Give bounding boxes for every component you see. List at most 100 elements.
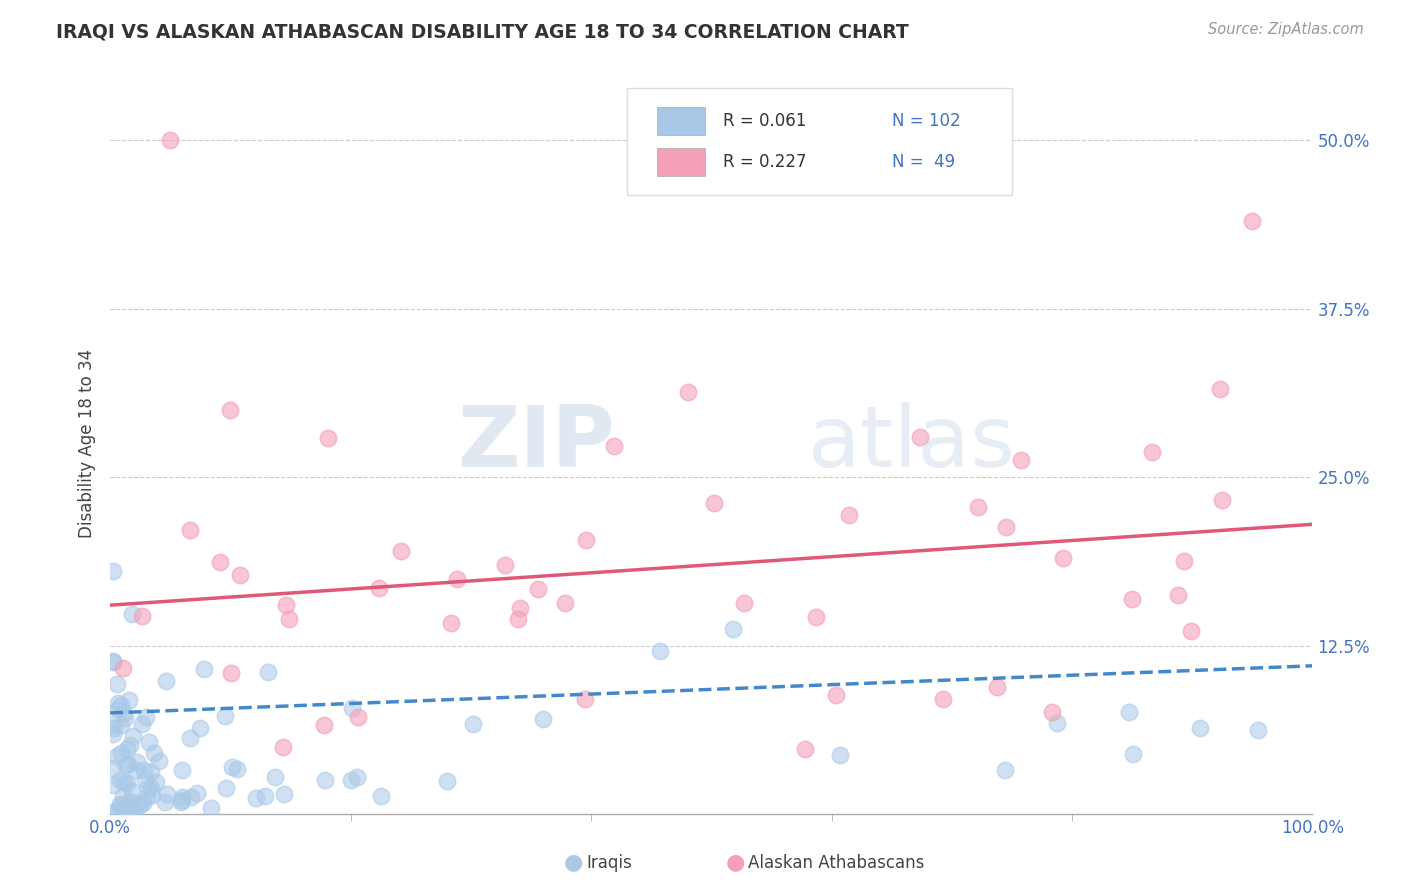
Point [135,709,157,723]
Point [172,793,194,807]
Point [141,788,163,802]
Point [122,804,145,818]
Point [138,781,160,796]
Point [139,780,162,795]
Point [139,765,162,780]
Point [115,803,138,817]
Point [134,772,156,787]
Point [1180,624,1202,639]
Text: N =  49: N = 49 [891,153,955,171]
Point [180,789,202,804]
Point [908,430,931,444]
Point [733,596,755,610]
Point [221,760,243,774]
Point [120,794,142,808]
Point [368,581,391,595]
Point [602,439,624,453]
Bar [657,107,706,136]
Point [215,781,238,796]
Point [117,804,139,818]
Point [107,696,129,710]
Point [105,748,128,763]
Point [245,791,267,805]
Point [118,799,141,814]
Point [110,799,132,814]
Point [127,796,149,810]
Point [995,519,1018,533]
Point [127,755,149,769]
Text: ●: ● [725,853,745,872]
Text: Alaskan Athabascans: Alaskan Athabascans [748,855,924,872]
Point [101,777,124,791]
Point [347,709,370,723]
Point [101,565,124,579]
Point [179,731,201,746]
Point [226,762,249,776]
Point [446,572,468,586]
Point [314,772,336,787]
Point [219,402,242,417]
Point [112,804,135,818]
Point [794,742,817,756]
Point [129,797,152,812]
Point [118,802,141,816]
Point [1010,453,1032,467]
Point [200,801,222,815]
Point [131,716,153,731]
Point [1046,715,1069,730]
Point [804,609,827,624]
Point [436,774,458,789]
Text: ●: ● [564,853,583,872]
Point [121,784,143,798]
Point [148,755,170,769]
Point [676,384,699,399]
Point [277,611,299,625]
Point [986,680,1008,694]
Point [103,721,125,735]
Point [1118,705,1140,719]
Point [101,654,124,668]
Point [156,787,179,801]
Point [703,496,725,510]
Point [112,661,135,675]
Point [575,533,598,548]
Point [271,739,294,754]
Point [110,717,132,731]
Point [115,758,138,772]
Point [1040,705,1063,719]
Point [143,746,166,760]
Point [101,716,124,731]
Point [145,775,167,789]
Point [257,665,280,679]
Text: R = 0.061: R = 0.061 [723,112,807,130]
Point [132,796,155,810]
Point [136,790,159,805]
Point [193,662,215,676]
Point [170,795,193,809]
Point [186,786,208,800]
Point [125,763,148,777]
Y-axis label: Disability Age 18 to 34: Disability Age 18 to 34 [79,349,96,538]
FancyBboxPatch shape [627,87,1012,195]
Point [105,805,128,820]
Point [1121,592,1143,607]
Point [121,805,143,820]
Point [115,776,138,790]
Point [112,789,135,803]
Point [120,803,142,817]
Point [838,508,860,522]
Point [1173,554,1195,568]
Point [110,747,132,761]
Point [101,655,124,669]
Point [312,718,335,732]
Point [1189,721,1212,735]
Point [131,609,153,624]
Point [103,805,125,819]
Point [1211,493,1233,508]
Point [122,729,145,743]
Point [273,787,295,801]
Text: ZIP: ZIP [457,402,614,485]
Point [172,789,194,804]
Point [994,764,1017,778]
Point [120,805,142,820]
